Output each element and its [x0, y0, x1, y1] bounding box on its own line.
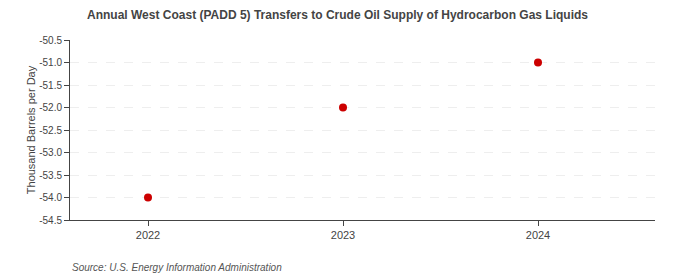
svg-text:-50.5: -50.5	[39, 35, 62, 46]
svg-text:-52.5: -52.5	[39, 125, 62, 136]
svg-text:-53.5: -53.5	[39, 170, 62, 181]
svg-text:2023: 2023	[331, 229, 355, 241]
svg-text:-52.0: -52.0	[39, 102, 62, 113]
svg-text:Thousand Barrels per Day: Thousand Barrels per Day	[25, 65, 37, 194]
svg-text:Annual West Coast (PADD 5) Tra: Annual West Coast (PADD 5) Transfers to …	[87, 8, 588, 22]
svg-text:Source: U.S. Energy Informatio: Source: U.S. Energy Information Administ…	[72, 262, 282, 273]
svg-text:-54.0: -54.0	[39, 192, 62, 203]
svg-text:2024: 2024	[526, 229, 550, 241]
svg-text:-54.5: -54.5	[39, 215, 62, 226]
svg-text:-51.5: -51.5	[39, 80, 62, 91]
svg-text:2022: 2022	[136, 229, 160, 241]
svg-text:-53.0: -53.0	[39, 147, 62, 158]
svg-text:-51.0: -51.0	[39, 57, 62, 68]
